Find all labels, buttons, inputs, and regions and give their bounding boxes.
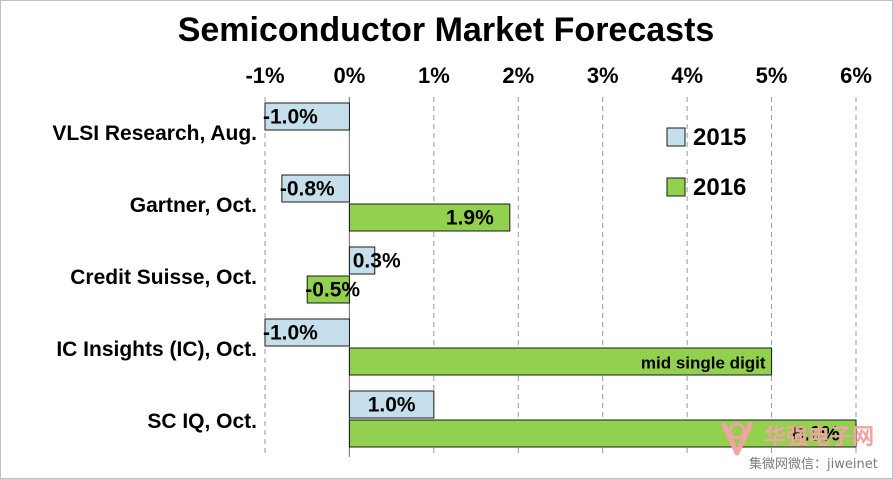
category-label: Gartner, Oct.	[130, 194, 257, 217]
bar-2015	[264, 318, 350, 347]
x-tick-label: 1%	[418, 63, 450, 88]
x-tick-label: -1%	[245, 63, 284, 88]
legend-swatch	[666, 127, 686, 147]
bar-2016	[348, 347, 773, 376]
category-label: VLSI Research, Aug.	[52, 122, 257, 145]
bar-2015	[348, 246, 376, 275]
legend: 2015 2016	[666, 124, 746, 201]
data-label: -0.5%	[305, 279, 360, 302]
data-label: -1.0%	[263, 106, 318, 129]
category-labels: VLSI Research, Aug. Gartner, Oct. Credit S…	[52, 122, 257, 433]
bar-annotation: mid single digit	[641, 354, 766, 373]
data-labels: -1.0% -0.8% 0.3% -1.0% 1.0% 1.9% -0.5% mid sing…	[263, 106, 840, 446]
x-tick-label: 4%	[671, 63, 703, 88]
data-label: 0.3%	[353, 250, 401, 273]
legend-label: 2016	[693, 174, 746, 201]
category-label: Credit Suisse, Oct.	[70, 266, 257, 289]
category-label: IC Insights (IC), Oct.	[56, 338, 257, 361]
data-label: 6.0%	[792, 423, 840, 446]
bar-2016	[348, 419, 857, 448]
x-tick-label: 3%	[587, 63, 619, 88]
bars	[264, 102, 857, 448]
legend-swatch	[666, 177, 686, 197]
x-tick-label: 2%	[502, 63, 534, 88]
category-label: SC IQ, Oct.	[147, 410, 257, 433]
data-label: -0.8%	[280, 178, 335, 201]
bar-2016	[306, 275, 350, 304]
bar-2015	[264, 102, 350, 131]
data-label: 1.9%	[446, 207, 494, 230]
bar-2016	[348, 203, 511, 232]
data-label: -1.0%	[263, 322, 318, 345]
x-tick-label: 5%	[756, 63, 788, 88]
watermark: 华强电子网 集微网微信：jiweinet	[720, 421, 878, 472]
chart-title: Semiconductor Market Forecasts	[178, 11, 715, 49]
data-label: 1.0%	[368, 394, 416, 417]
watermark-logo-icon	[720, 421, 754, 456]
watermark-subtext: 集微网微信：jiweinet	[749, 456, 878, 472]
x-tick-label: 6%	[840, 63, 872, 88]
bar-2015	[281, 174, 350, 203]
x-tick-label: 0%	[334, 63, 366, 88]
watermark-text: 华强电子网	[764, 424, 874, 450]
legend-label: 2015	[693, 124, 746, 151]
x-axis-ticks: -1% 0% 1% 2% 3% 4% 5% 6%	[245, 63, 871, 88]
bar-2015	[348, 390, 435, 419]
